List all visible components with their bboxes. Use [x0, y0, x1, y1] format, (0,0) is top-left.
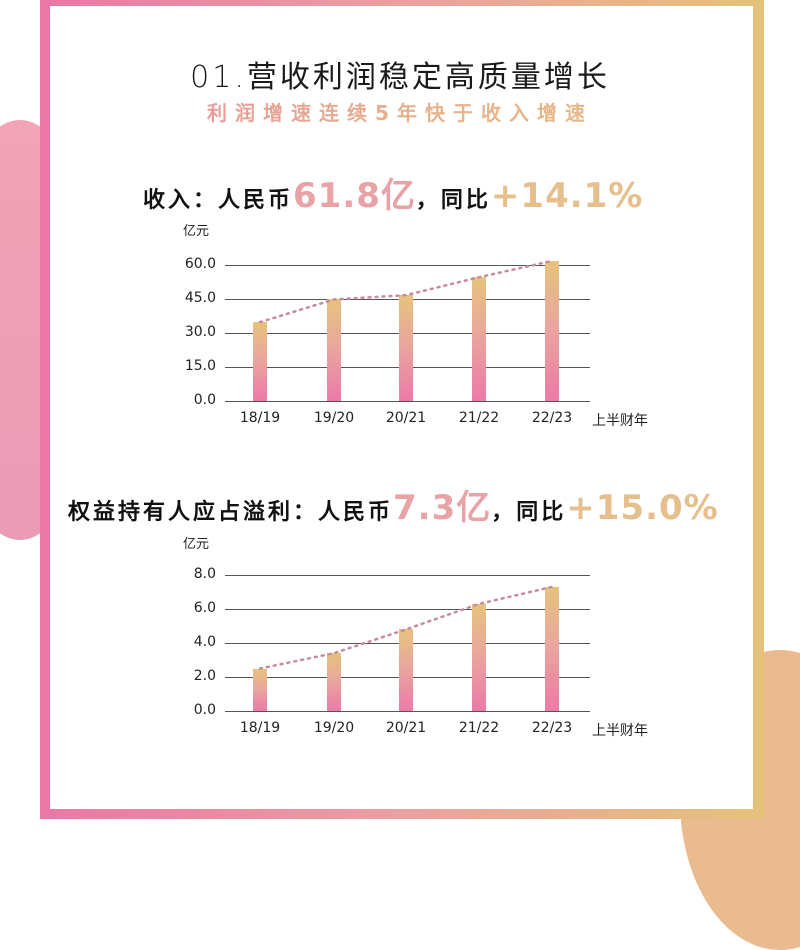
gridline: [225, 609, 590, 610]
x-axis-label: 上半财年: [592, 413, 648, 429]
trend-line: [258, 585, 554, 670]
y-tick-label: 15.0: [184, 358, 216, 374]
y-tick-label: 0.0: [193, 392, 216, 408]
x-tick-label: 18/19: [239, 720, 281, 736]
bar: [472, 277, 486, 401]
x-tick-label: 22/23: [531, 410, 573, 426]
bar: [327, 299, 341, 401]
y-tick-label: 60.0: [184, 256, 216, 272]
x-tick-label: 18/19: [239, 410, 281, 426]
x-axis-label: 上半财年: [592, 723, 648, 739]
x-tick-label: 21/22: [458, 410, 500, 426]
bar: [472, 603, 486, 711]
chart1-unit-label: 亿元: [183, 224, 210, 239]
bar: [253, 668, 267, 711]
page-subtitle: 利润增速连续5年快于收入增速: [0, 97, 800, 126]
profit-growth: +15.0%: [566, 488, 719, 528]
revenue-label: 收入：人民币: [143, 188, 294, 213]
x-tick-label: 20/21: [385, 410, 427, 426]
y-tick-label: 6.0: [193, 600, 216, 616]
bar: [327, 653, 341, 711]
profit-headline: 权益持有人应占溢利：人民币7.3亿，同比+15.0%: [68, 480, 719, 529]
profit-value: 7.3亿: [393, 488, 492, 528]
trend-line: [258, 259, 554, 324]
bar: [399, 295, 413, 401]
gradient-frame: [40, 0, 764, 819]
gridline: [225, 575, 590, 576]
profit-chart: 0.0 2.0 4.0 6.0 8.0 18/19 19/20 20/21 21/22 22/23…: [193, 566, 648, 739]
y-tick-label: 0.0: [193, 702, 216, 718]
bar: [399, 629, 413, 711]
x-tick-label: 19/20: [313, 410, 355, 426]
gridline: [225, 265, 590, 266]
x-tick-label: 21/22: [458, 720, 500, 736]
profit-sep: ，同比: [491, 500, 567, 525]
bar: [253, 322, 267, 401]
chart2-unit-label: 亿元: [183, 537, 210, 552]
profit-label: 权益持有人应占溢利：人民币: [68, 500, 394, 525]
y-tick-label: 2.0: [193, 668, 216, 684]
gridline: [225, 401, 590, 402]
revenue-chart: 0.0 15.0 30.0 45.0 60.0 18/19 19/20 20/21 21/22 2…: [184, 256, 648, 429]
page-title: 01.营收利润稳定高质量增长: [190, 60, 610, 95]
gridline: [225, 711, 590, 712]
y-tick-label: 8.0: [193, 566, 216, 582]
bar: [545, 260, 559, 401]
x-tick-label: 20/21: [385, 720, 427, 736]
x-tick-label: 22/23: [531, 720, 573, 736]
y-tick-label: 4.0: [193, 634, 216, 650]
revenue-sep: ，同比: [415, 188, 491, 213]
x-tick-label: 19/20: [313, 720, 355, 736]
bar: [545, 586, 559, 711]
revenue-value: 61.8亿: [293, 176, 416, 216]
revenue-growth: +14.1%: [490, 176, 644, 216]
y-tick-label: 30.0: [184, 324, 216, 340]
y-tick-label: 45.0: [184, 290, 216, 306]
revenue-headline: 收入：人民币61.8亿，同比+14.1%: [143, 168, 643, 217]
